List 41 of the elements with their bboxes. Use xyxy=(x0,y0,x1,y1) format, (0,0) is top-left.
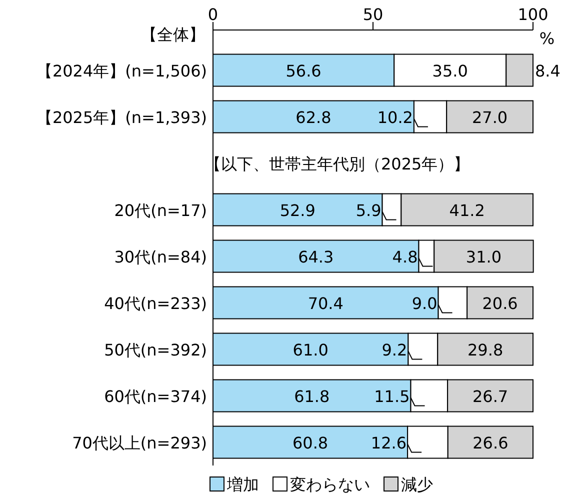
data-label: 12.6 xyxy=(370,433,407,452)
data-label: 61.0 xyxy=(292,340,328,360)
y-tick-label: 40代(n=233) xyxy=(104,294,207,313)
text: 【全体】 xyxy=(141,25,205,44)
data-label: 5.9 xyxy=(356,200,382,220)
data-label: 20.6 xyxy=(482,294,518,313)
x-tick-label: 100 xyxy=(518,5,548,24)
y-tick-label: 70代以上(n=293) xyxy=(72,433,207,452)
data-label: 9.2 xyxy=(382,340,408,360)
data-label: 41.2 xyxy=(449,200,485,220)
data-label: 64.3 xyxy=(298,247,334,266)
data-label: 56.6 xyxy=(286,61,322,80)
annotation: 【以下、世帯主年代別（2025年）】 xyxy=(205,154,470,174)
y-tick-label: 30代(n=84) xyxy=(114,247,207,266)
y-tick-label: 50代(n=392) xyxy=(104,340,207,360)
legend-label: 減少 xyxy=(401,475,433,494)
data-label: 52.9 xyxy=(280,200,316,220)
data-label: 26.6 xyxy=(472,433,508,452)
data-label: 27.0 xyxy=(472,108,508,127)
y-tick-label: 20代(n=17) xyxy=(114,200,207,220)
data-label: 61.8 xyxy=(294,386,330,406)
data-label: 62.8 xyxy=(296,108,332,127)
data-label: 9.0 xyxy=(412,294,438,313)
data-label: 4.8 xyxy=(392,247,418,266)
legend-label: 増加 xyxy=(226,475,259,494)
x-tick-label: 0 xyxy=(208,5,218,24)
x-axis-title: % xyxy=(539,29,555,48)
data-label: 10.2 xyxy=(377,108,413,127)
data-label: 29.8 xyxy=(468,340,504,360)
data-label: 35.0 xyxy=(432,61,468,80)
data-label: 60.8 xyxy=(292,433,328,452)
data-label: 31.0 xyxy=(466,247,502,266)
legend-label: 変わらない xyxy=(290,475,370,494)
data-label: 70.4 xyxy=(308,294,344,313)
x-tick-label: 50 xyxy=(362,5,384,24)
data-label: 11.5 xyxy=(374,386,410,406)
data-label: 8.4 xyxy=(535,61,560,80)
y-tick-label: 【2025年】(n=1,393) xyxy=(36,108,207,127)
y-tick-label: 【2024年】(n=1,506) xyxy=(36,61,207,80)
y-tick-label: 60代(n=374) xyxy=(104,386,207,406)
data-label: 26.7 xyxy=(472,386,508,406)
